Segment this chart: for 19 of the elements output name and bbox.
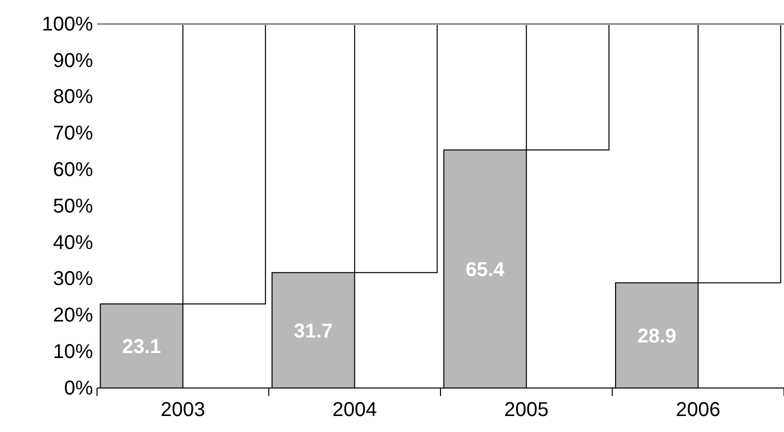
y-tick-label: 60% bbox=[52, 159, 94, 181]
data-label: 28.9 bbox=[637, 325, 676, 348]
y-tick-label: 0% bbox=[64, 377, 94, 400]
y-tick-label: 70% bbox=[52, 122, 94, 145]
x-tick-label: 2006 bbox=[676, 399, 720, 422]
y-tick-label: 90% bbox=[52, 50, 94, 72]
y-tick-label: 100% bbox=[42, 13, 94, 36]
y-tick-label: 50% bbox=[52, 195, 94, 218]
y-tick-label: 80% bbox=[52, 86, 94, 108]
y-tick-label: 30% bbox=[52, 268, 94, 290]
x-tick-label: 2003 bbox=[160, 399, 206, 422]
x-tick-label: 2005 bbox=[504, 399, 549, 422]
data-label: 23.1 bbox=[122, 336, 162, 358]
data-label: 31.7 bbox=[294, 320, 333, 342]
x-tick-label: 2004 bbox=[332, 399, 377, 422]
y-tick-label: 20% bbox=[52, 304, 94, 327]
y-tick-label: 40% bbox=[52, 232, 94, 254]
y-tick-label: 10% bbox=[52, 341, 94, 363]
data-label: 65.4 bbox=[466, 258, 506, 281]
